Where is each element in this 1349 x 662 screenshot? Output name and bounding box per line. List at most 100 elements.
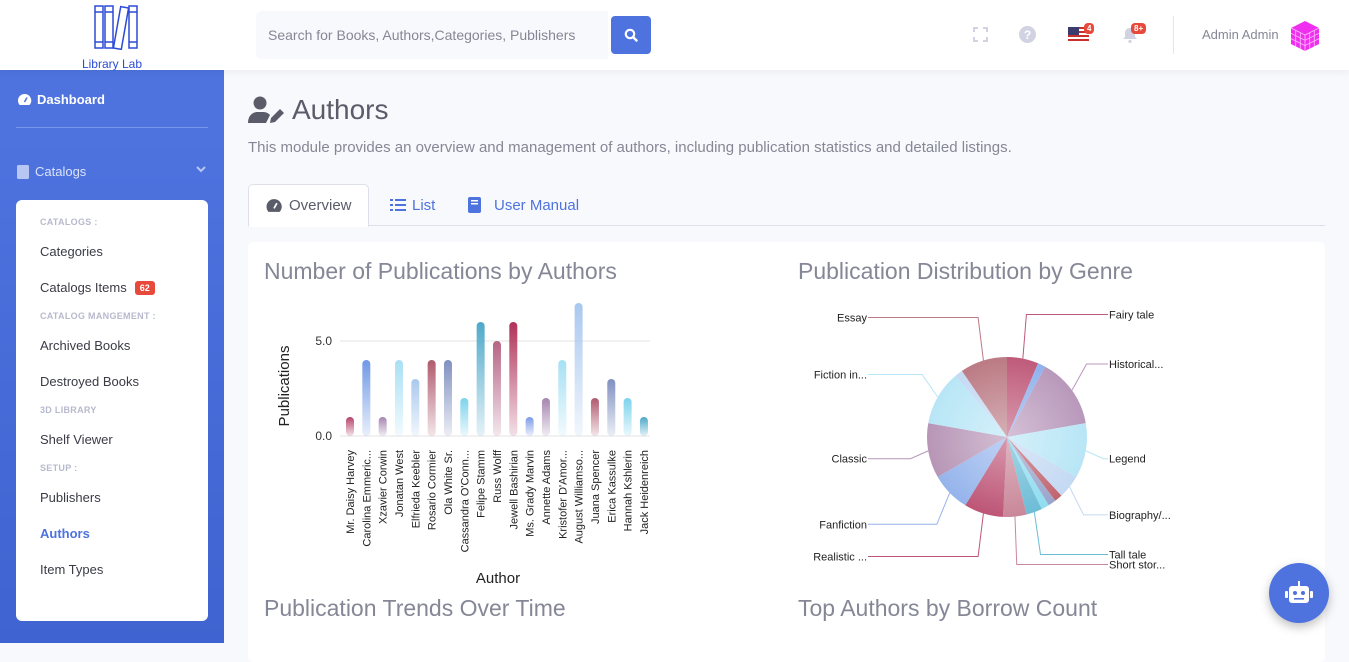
leader-line <box>1033 512 1108 555</box>
tab-bar: Overview List User Manual <box>248 184 1325 227</box>
us-flag-icon <box>1068 27 1089 42</box>
pie-slice <box>927 423 1007 477</box>
x-tick-label: Kristofer D'Amor... <box>557 450 569 539</box>
submenu-item-shelf-viewer[interactable]: Shelf Viewer <box>16 422 208 458</box>
submenu-heading: CATALOG MANGEMENT : <box>40 311 156 321</box>
x-tick-label: Cassandra O'Conn... <box>459 450 471 552</box>
bar <box>639 417 648 436</box>
leader-line <box>868 492 951 525</box>
avatar[interactable] <box>1289 20 1321 52</box>
submenu-item-publishers[interactable]: Publishers <box>16 480 208 516</box>
slice-label: Biography/... <box>1109 510 1171 522</box>
slice-label: Fairy tale <box>1109 309 1154 321</box>
submenu-item-destroyed-books[interactable]: Destroyed Books <box>16 364 208 400</box>
logo[interactable]: Library Lab <box>78 4 146 71</box>
tab-user-manual[interactable]: User Manual <box>452 184 595 226</box>
bar <box>378 417 387 436</box>
slice-label: Realistic ... <box>813 551 867 563</box>
x-tick-label: Jack Heidenreich <box>639 450 651 534</box>
submenu-item-label: Destroyed Books <box>40 374 139 389</box>
bar <box>346 417 354 436</box>
submenu-item-label: Categories <box>40 244 103 259</box>
help-icon[interactable]: ? <box>1019 26 1036 43</box>
tachometer-icon <box>266 199 282 212</box>
x-axis-label: Author <box>476 570 520 587</box>
x-tick-label: Carolina Emmeric... <box>361 450 373 547</box>
slice-label: Legend <box>1109 454 1146 466</box>
leader-line <box>868 374 939 398</box>
pie-chart-title: Publication Distribution by Genre <box>798 258 1133 284</box>
pie-slice <box>1007 357 1039 437</box>
slice-label: Tall tale <box>1109 549 1146 561</box>
x-tick-label: Ms. Grady Marvin <box>525 450 537 537</box>
genre-pie-chart: Essay Fiction in... Classic Fanfiction Reali… <box>813 309 1171 571</box>
submenu-item-label: Publishers <box>40 490 101 505</box>
search-bar <box>256 11 651 59</box>
page-title: Authors <box>248 94 389 126</box>
sidebar-item-label: Dashboard <box>37 92 105 107</box>
search-icon <box>624 28 638 42</box>
y-tick-label: 5.0 <box>315 334 332 348</box>
submenu-item-label: Authors <box>40 526 90 541</box>
alerts-dropdown[interactable]: 8+ <box>1123 23 1147 48</box>
bar <box>427 360 436 436</box>
chevron-down-icon <box>196 166 206 173</box>
slice-label: Classic <box>832 454 868 466</box>
overview-card: Number of Publications by Authors Public… <box>248 242 1325 662</box>
y-tick-label: 0.0 <box>315 429 332 443</box>
submenu-item-categories[interactable]: Categories <box>16 234 208 270</box>
submenu-item-item-types[interactable]: Item Types <box>16 552 208 588</box>
fullscreen-icon[interactable] <box>973 27 988 42</box>
topbar-divider <box>1173 16 1174 54</box>
bar <box>460 398 469 436</box>
top-authors-chart-title: Top Authors by Borrow Count <box>798 595 1098 621</box>
robot-icon <box>1285 581 1313 603</box>
bar <box>525 417 534 436</box>
tab-overview[interactable]: Overview <box>248 184 369 227</box>
pie-slice <box>1007 437 1049 510</box>
svg-text:?: ? <box>1024 28 1031 42</box>
x-tick-label: Xzavier Corwin <box>378 450 390 524</box>
x-tick-label: Ola White Sr. <box>443 450 455 515</box>
x-tick-label: Mr. Daisy Harvey <box>345 450 357 534</box>
bar <box>362 360 371 436</box>
submenu-item-authors[interactable]: Authors <box>16 516 208 552</box>
catalogs-submenu: CATALOGS : Categories Catalogs Items 62 CATA… <box>16 200 208 621</box>
sidebar-item-label: Catalogs <box>35 164 87 179</box>
sidebar-item-catalogs[interactable]: Catalogs <box>17 164 207 179</box>
publications-bar-chart: 0.0 5.0 Publications Author Mr. Daisy Harvey… <box>276 303 651 587</box>
slice-label: Historical... <box>1109 359 1163 371</box>
count-badge: 62 <box>134 281 155 295</box>
sidebar-item-dashboard[interactable]: Dashboard <box>17 92 105 107</box>
leader-line <box>1014 516 1108 565</box>
user-name[interactable]: Admin Admin <box>1202 27 1279 42</box>
leader-line <box>868 513 984 557</box>
search-input[interactable] <box>256 11 608 59</box>
pie-slice <box>955 370 1007 437</box>
pie-slice <box>1007 437 1042 515</box>
y-axis-label: Publications <box>276 346 293 427</box>
slice-label: Fanfiction <box>819 519 867 531</box>
leader-line <box>1085 450 1108 460</box>
slice-label: Essay <box>837 313 867 325</box>
submenu-heading: SETUP : <box>40 463 78 473</box>
pie-slice <box>1007 366 1086 437</box>
chatbot-button[interactable] <box>1269 563 1329 623</box>
pie-slice <box>1003 437 1027 517</box>
tab-label: List <box>412 196 436 214</box>
x-tick-label: August Williamso... <box>574 450 586 544</box>
submenu-item-catalogs-items[interactable]: Catalogs Items 62 <box>16 270 208 306</box>
bar <box>394 360 403 436</box>
submenu-item-label: Archived Books <box>40 338 131 353</box>
pie-slice <box>928 375 1007 437</box>
tab-list[interactable]: List <box>374 184 451 226</box>
bar <box>509 322 518 436</box>
x-tick-label: Jonatan West <box>394 450 406 517</box>
language-dropdown[interactable]: 4 <box>1068 23 1095 47</box>
bar <box>558 360 567 436</box>
search-button[interactable] <box>611 16 651 54</box>
trends-chart-title: Publication Trends Over Time <box>264 595 566 621</box>
slice-label: Short stor... <box>1109 559 1165 571</box>
pie-slice <box>1007 437 1056 506</box>
submenu-item-archived-books[interactable]: Archived Books <box>16 328 208 364</box>
